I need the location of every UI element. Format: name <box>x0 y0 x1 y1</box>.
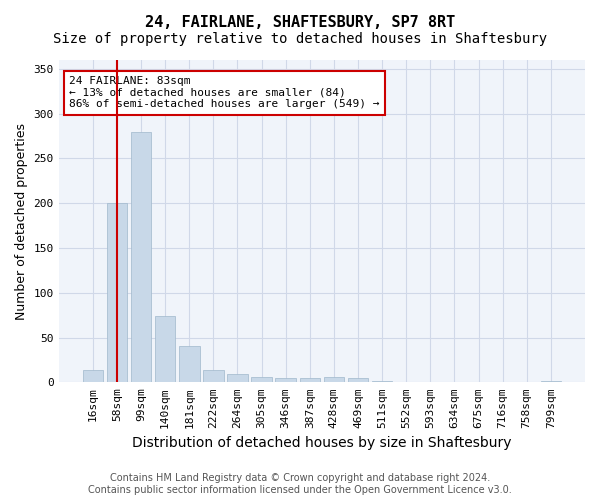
Bar <box>155 316 175 382</box>
Text: Contains HM Land Registry data © Crown copyright and database right 2024.
Contai: Contains HM Land Registry data © Crown c… <box>88 474 512 495</box>
Bar <box>348 378 368 382</box>
Text: Size of property relative to detached houses in Shaftesbury: Size of property relative to detached ho… <box>53 32 547 46</box>
Bar <box>323 377 344 382</box>
Bar <box>107 203 127 382</box>
Bar <box>227 374 248 382</box>
Y-axis label: Number of detached properties: Number of detached properties <box>15 122 28 320</box>
Bar <box>203 370 224 382</box>
Text: 24, FAIRLANE, SHAFTESBURY, SP7 8RT: 24, FAIRLANE, SHAFTESBURY, SP7 8RT <box>145 15 455 30</box>
Bar <box>131 132 151 382</box>
Text: 24 FAIRLANE: 83sqm
← 13% of detached houses are smaller (84)
86% of semi-detache: 24 FAIRLANE: 83sqm ← 13% of detached hou… <box>69 76 380 110</box>
X-axis label: Distribution of detached houses by size in Shaftesbury: Distribution of detached houses by size … <box>132 436 512 450</box>
Bar <box>179 346 200 382</box>
Bar <box>83 370 103 382</box>
Bar <box>299 378 320 382</box>
Bar <box>251 377 272 382</box>
Bar <box>541 380 561 382</box>
Bar <box>275 378 296 382</box>
